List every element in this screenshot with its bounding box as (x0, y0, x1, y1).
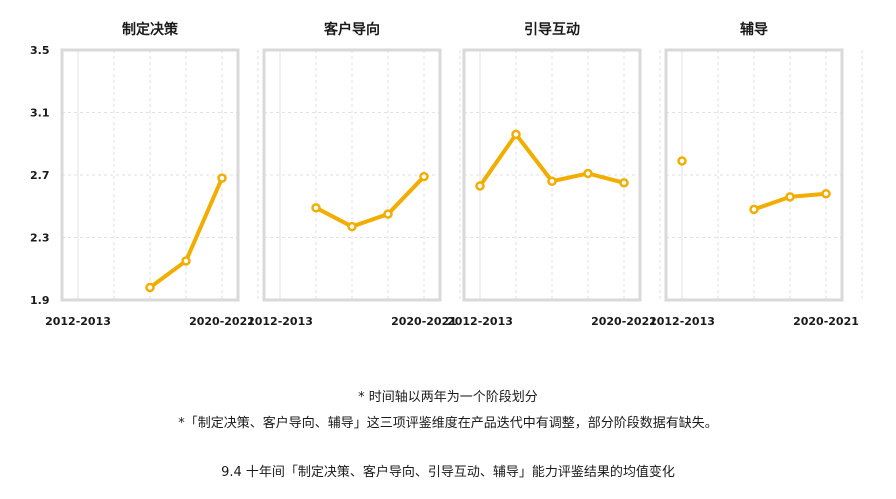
panel-frame (462, 48, 642, 302)
note-time-axis: * 时间轴以两年为一个阶段划分 (358, 390, 538, 405)
data-point (145, 282, 155, 293)
panel-title: 制定决策 (122, 21, 179, 38)
data-point (419, 171, 429, 182)
x-tick-label: 2012-2013 (247, 315, 313, 328)
panel-title: 客户导向 (323, 21, 380, 38)
x-tick-label: 2020-2021 (591, 315, 657, 328)
data-point (677, 156, 687, 166)
y-tick-label: 3.5 (30, 44, 50, 57)
panel-frame (262, 48, 442, 302)
data-point (383, 209, 393, 219)
y-tick-label: 1.9 (30, 294, 50, 307)
data-point (785, 192, 795, 202)
data-point (619, 178, 629, 188)
data-point (749, 204, 759, 215)
data-point (547, 176, 557, 186)
panel-2: 客户导向 2012-2013 2020-2021 (247, 21, 461, 328)
y-tick-label: 2.7 (30, 169, 50, 182)
panel-frame (664, 48, 844, 302)
x-tick-label: 2020-2021 (189, 315, 255, 328)
data-point (821, 189, 831, 199)
x-tick-label: 2012-2013 (45, 315, 111, 328)
data-point (475, 181, 485, 191)
panel-frame (60, 48, 240, 302)
data-point (217, 173, 227, 183)
x-tick-label: 2020-2021 (793, 315, 859, 328)
y-tick-label: 2.3 (30, 232, 50, 245)
data-point (347, 221, 357, 232)
data-point (511, 129, 521, 140)
data-point (583, 168, 593, 179)
note-missing-data: *「制定决策、客户导向、辅导」这三项评鉴维度在产品迭代中有调整，部分阶段数据有缺… (178, 416, 718, 431)
panel-1: 制定决策 2012-2013 2020-2021 (45, 21, 259, 328)
panel-title: 引导互动 (524, 21, 580, 38)
y-tick-label: 3.1 (30, 107, 50, 120)
figure-caption: 9.4 十年间「制定决策、客户导向、引导互动、辅导」能力评鉴结果的均值变化 (221, 465, 675, 480)
x-tick-label: 2020-2021 (391, 315, 457, 328)
x-tick-label: 2012-2013 (649, 315, 715, 328)
panel-title: 辅导 (740, 21, 768, 38)
panel-4: 辅导 2012-2013 2020-2021 (649, 21, 863, 328)
x-tick-label: 2012-2013 (447, 315, 513, 328)
panel-3: 引导互动 2012-2013 2020-2021 (447, 21, 661, 328)
data-point (311, 203, 321, 213)
series-line (314, 174, 426, 229)
data-point (181, 256, 191, 266)
